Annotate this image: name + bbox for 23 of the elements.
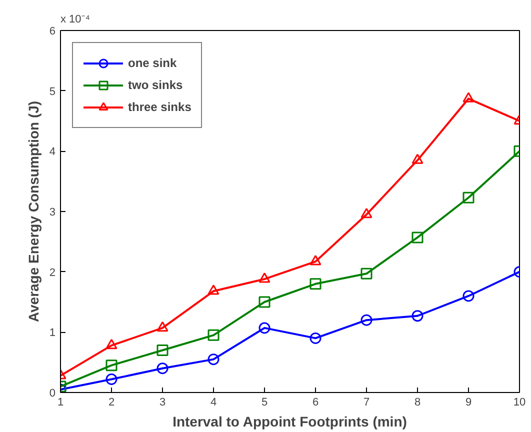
x-tick-label: 2 [108,396,115,408]
y-tick-label: 3 [49,206,56,218]
x-tick-label: 5 [261,396,268,408]
x-tick-label: 4 [210,396,217,408]
legend-label: three sinks [128,100,192,114]
x-tick-label: 9 [465,396,472,408]
x-axis-title: Interval to Appoint Footprints (min) [172,414,407,430]
x-tick-label: 1 [57,396,64,408]
y-tick-label: 2 [49,266,56,279]
x-tick-label: 7 [363,396,370,408]
x-tick-label: 8 [414,396,421,408]
y-tick-label: 1 [49,327,56,340]
x-tick-label: 6 [312,396,319,408]
y-tick-label: 0 [49,388,56,400]
y-tick-label: 4 [49,146,56,158]
x-tick-label: 3 [159,396,166,408]
legend-label: two sinks [128,78,183,92]
x-tick-label: 10 [513,396,526,408]
y-tick-label: 5 [49,86,56,98]
y-tick-label: 6 [49,26,56,38]
legend-label: one sink [128,56,177,70]
y-axis-title: Average Energy Consumption (J) [25,100,42,322]
text: x 10⁻⁴ [60,14,90,26]
